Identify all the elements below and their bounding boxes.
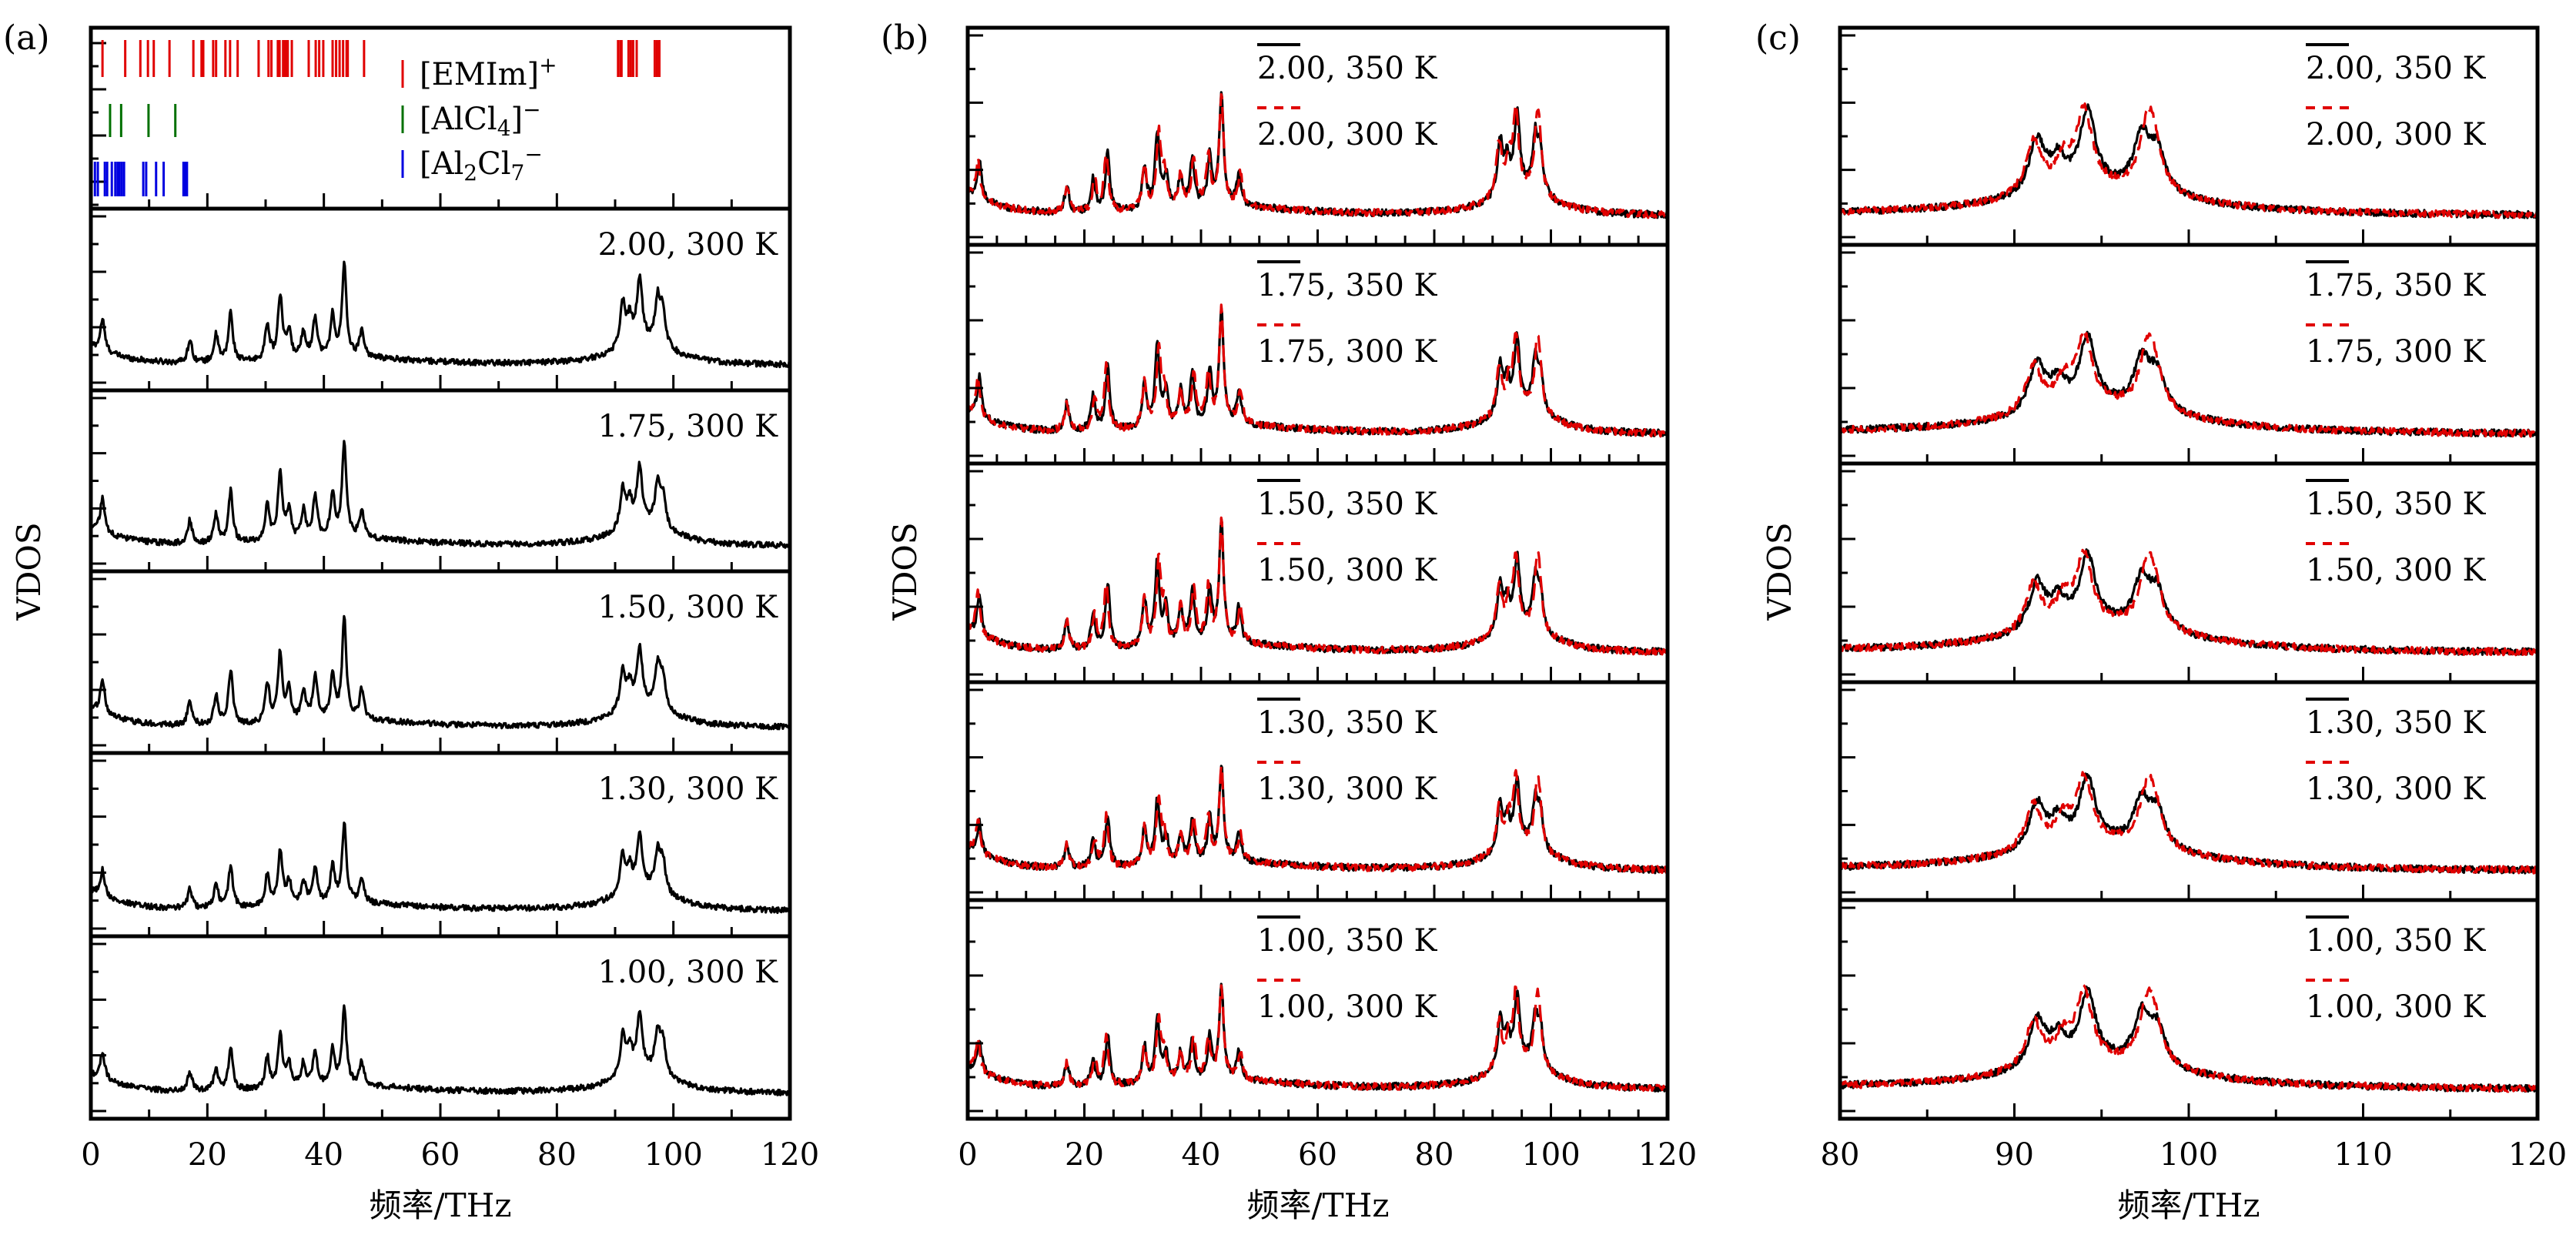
legend-label-350k: 1.30, 350 K [2306,705,2487,741]
1|b4-xtick-label: 60 [1298,1137,1337,1173]
legend-label-300k: 2.00, 300 K [2306,117,2487,152]
panel-a-xlabel: 频率/THz [370,1186,512,1224]
panel-c: (c) VDOS 频率/THz 2.00, 350 K 2.00, 300 K 1.… [1755,18,2567,1224]
panel-c-ylabel: VDOS [1761,522,1798,621]
panel-b-subplot-5: 0 20 40 60 80 100 120 1.00, 350 K 1.00, 300 K [958,898,1697,1173]
legend-label-350k: 1.30, 350 K [1257,705,1438,741]
panel-a-subplot-3: 1.50, 300 K [89,569,792,755]
legend-label-300k: 1.00, 300 K [1257,989,1438,1025]
subplot-label: 1.75, 300 K [598,409,779,444]
subplot-label: 1.50, 300 K [598,590,779,625]
2|c4-xtick-label: 110 [2333,1137,2392,1173]
panel-a-label: (a) [3,18,50,58]
panel-c-xlabel: 频率/THz [2118,1186,2260,1224]
panel-b-label: (b) [881,18,929,58]
0|a4-xtick-label: 60 [421,1137,460,1173]
panel-b-subplot-1: 2.00, 350 K 2.00, 300 K [965,25,1670,247]
0|a4-xtick-label: 0 [81,1137,100,1173]
legend-label-emim: [EMIm]+ [420,52,557,92]
1|b4-xtick-label: 0 [958,1137,977,1173]
legend-label-300k: 1.30, 300 K [2306,771,2487,807]
2|c1-series-2 [1839,328,2539,438]
panel-c-subplot-2: 1.75, 350 K 1.75, 300 K [1838,243,2540,466]
panel-c-subplot-3: 1.50, 350 K 1.50, 300 K [1838,461,2540,684]
1|b4-xtick-label: 40 [1182,1137,1221,1173]
panel-b-subplot-2: 1.75, 350 K 1.75, 300 K [965,243,1670,466]
legend-label-300k: 2.00, 300 K [1257,117,1438,152]
panel-a-subplot-4: 1.30, 300 K [89,751,792,939]
subplot-label: 2.00, 300 K [598,227,779,263]
legend-label-300k: 1.50, 300 K [1257,553,1438,588]
1|b3-series-2 [967,765,1669,875]
1|b0-series-1 [966,91,1669,219]
1|b1-series-2 [967,303,1669,438]
2|c3-series-2 [1839,771,2539,875]
1|b4-xtick-label: 20 [1065,1137,1104,1173]
legend-label-300k: 1.50, 300 K [2306,553,2487,588]
0|a0-series-1 [89,260,791,369]
panel-a-subplot-2: 1.75, 300 K [89,388,792,574]
0|a4-xtick-label: 20 [188,1137,227,1173]
panel-c-label: (c) [1755,18,1801,58]
0|a4-xtick-label: 120 [761,1137,819,1173]
rug-legend: [EMIm]+ [AlCl4]− [Al2Cl7− [401,52,557,186]
1|b1-series-1 [966,306,1668,437]
2|c4-series-2 [1838,983,2539,1093]
legend-label-350k: 1.75, 350 K [1257,268,1438,303]
1|b2-series-2 [966,516,1669,656]
legend-label-350k: 2.00, 350 K [1257,51,1438,86]
1|b0-series-2 [966,92,1669,219]
1|b4-xtick-label: 100 [1521,1137,1580,1173]
panel-b-xlabel: 频率/THz [1247,1186,1390,1224]
0|a1-series-1 [89,440,791,549]
1|b4-xtick-label: 80 [1415,1137,1454,1173]
2|c4-xtick-label: 90 [1995,1137,2034,1173]
0|a4-xtick-label: 80 [537,1137,577,1173]
0|a4-xtick-label: 100 [644,1137,702,1173]
1|b4-series-2 [966,984,1669,1093]
legend-label-350k: 1.00, 350 K [1257,923,1438,959]
legend-label-300k: 1.75, 300 K [1257,334,1438,370]
0|a3-series-1 [90,822,791,915]
legend-label-al2cl7: [Al2Cl7− [420,142,543,186]
0|a2-series-1 [89,614,791,731]
2|c4-xtick-label: 100 [2159,1137,2218,1173]
panel-a-ylabel: VDOS [10,522,48,621]
legend-label-alcl4: [AlCl4]− [420,97,541,141]
1|b4-xtick-label: 120 [1638,1137,1697,1173]
2|c0-series-2 [1838,102,2539,219]
panel-c-subplot-1: 2.00, 350 K 2.00, 300 K [1838,25,2540,247]
panel-b-subplot-4: 1.30, 350 K 1.30, 300 K [965,680,1670,902]
legend-label-350k: 1.00, 350 K [2306,923,2487,959]
panel-b-subplot-3: 1.50, 350 K 1.50, 300 K [965,461,1670,684]
2|c4-xtick-label: 80 [1821,1137,1860,1173]
legend-label-350k: 2.00, 350 K [2306,51,2487,86]
panel-c-subplot-5: 80 90 100 110 120 1.00, 350 K 1.00, 300 K [1821,898,2567,1173]
legend-label-350k: 1.50, 350 K [1257,487,1438,522]
subplot-label: 1.00, 300 K [598,955,779,990]
legend-label-350k: 1.75, 350 K [2306,268,2487,303]
panel-b: (b) VDOS 频率/THz 2.00, 350 K 2.00, 300 K 1.… [881,18,1697,1224]
subplot-label: 1.30, 300 K [598,771,779,807]
2|c2-series-2 [1838,548,2539,657]
legend-label-300k: 1.30, 300 K [1257,771,1438,807]
panel-b-ylabel: VDOS [886,522,924,621]
2|c4-xtick-label: 120 [2508,1137,2567,1173]
panel-c-subplot-4: 1.30, 350 K 1.30, 300 K [1838,680,2540,902]
panel-a: (a) VDOS 频率/THz [EMIm]+ [AlCl4]− [Al2Cl7… [3,18,819,1224]
0|a4-xtick-label: 40 [304,1137,343,1173]
legend-label-350k: 1.50, 350 K [2306,487,2487,522]
panel-a-subplot-1: 2.00, 300 K [89,206,792,393]
legend-label-300k: 1.75, 300 K [2306,334,2487,370]
panel-a-subplot-5: 0 20 40 60 80 100 120 1.00, 300 K [81,934,819,1173]
0|a4-series-1 [89,1004,791,1096]
legend-label-300k: 1.00, 300 K [2306,989,2487,1025]
